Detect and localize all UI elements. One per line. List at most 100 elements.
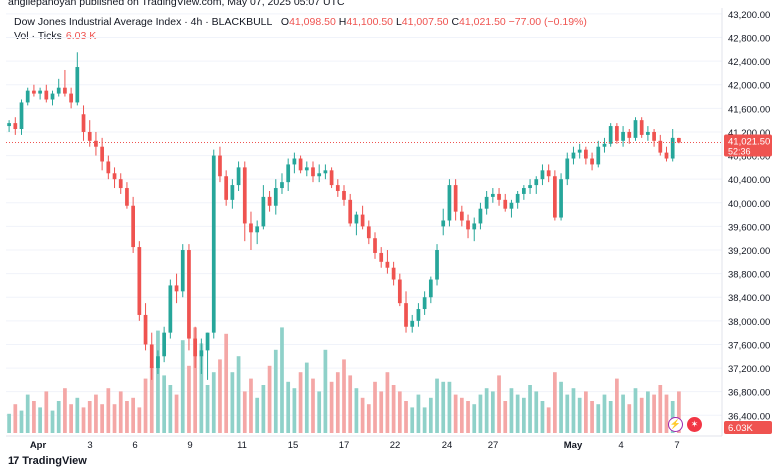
open-label: O [280, 16, 290, 28]
volume-bar [267, 365, 272, 433]
time-tick-label: 15 [288, 440, 299, 451]
lightning-icon[interactable]: ⚡ [668, 417, 683, 432]
candle-body [490, 193, 495, 197]
volume-bar [38, 407, 42, 433]
price-tick-label: 43,200.00 [728, 10, 770, 21]
volume-bar [7, 413, 11, 433]
tradingview-logo-icon: 17 [8, 455, 19, 467]
volume-bar [143, 378, 148, 433]
volume-bar [32, 401, 36, 433]
candle-body [199, 350, 204, 357]
volume-bar [484, 388, 489, 433]
volume-bar [286, 381, 291, 433]
current-price-label: 41,021.50 [728, 136, 770, 147]
time-tick-label: 6 [132, 440, 137, 451]
time-tick-label: 9 [187, 440, 192, 451]
candle-body [385, 261, 390, 268]
candle-body [230, 185, 235, 200]
candle-body [236, 167, 241, 186]
time-tick-label: 7 [674, 440, 679, 451]
volume-bar [639, 397, 644, 433]
chart-icons: ⚡ ✶ [668, 417, 702, 432]
volume-bar [317, 391, 322, 433]
close-label: C [451, 16, 460, 28]
volume-bar [373, 381, 377, 433]
candle-body [521, 188, 526, 194]
candle-body [615, 126, 619, 141]
volume-bar [224, 333, 229, 433]
candle-body [56, 87, 61, 94]
volume-bar [391, 385, 396, 433]
volume-bar [677, 391, 681, 433]
volume-bar [608, 401, 613, 433]
volume-badge [724, 421, 772, 434]
volume-bar [553, 372, 557, 433]
volume-bar [490, 391, 495, 433]
time-tick-label: 27 [488, 440, 499, 451]
candle-body [317, 173, 322, 177]
volume-bar [304, 362, 309, 433]
volume-bar [118, 391, 123, 433]
volume-bar [584, 391, 588, 433]
candle-body [329, 170, 334, 186]
volume-bar [255, 397, 260, 433]
price-tick-label: 36,400.00 [728, 411, 770, 422]
candle-body [32, 90, 36, 94]
price-tick-label: 40,800.00 [728, 152, 770, 163]
candle-body [218, 155, 222, 177]
symbol-legend: Dow Jones Industrial Average Index · 4h … [14, 16, 587, 28]
volume-bar [168, 385, 173, 433]
candle-body [106, 161, 111, 174]
volume-bar [590, 401, 594, 433]
volume-bar [354, 388, 359, 433]
volume-bar [441, 381, 446, 433]
candle-body [143, 314, 148, 345]
candle-body [639, 120, 644, 135]
candle-body [242, 167, 247, 224]
volume-bar [404, 401, 408, 433]
candle-body [472, 223, 477, 230]
candle-body [435, 250, 439, 280]
candle-body [509, 202, 514, 209]
volume-bar [459, 397, 464, 433]
candle-body [44, 90, 49, 100]
publisher-line: angilepanoyan published on TradingView.c… [8, 0, 345, 8]
candle-body [391, 267, 396, 280]
candle-body [342, 190, 346, 200]
volume-bar [602, 394, 607, 433]
volume-bar [323, 349, 328, 433]
us-flag-icon[interactable]: ✶ [687, 417, 702, 432]
volume-bar [87, 401, 92, 433]
tradingview-logo[interactable]: 17 TradingView [8, 455, 87, 467]
volume-bar [187, 365, 191, 433]
change-value: −77.00 (−0.19%) [508, 16, 587, 28]
volume-bar [211, 372, 216, 433]
candle-body [428, 279, 433, 298]
volume-bar [230, 372, 235, 433]
candle-body [590, 158, 594, 165]
volume-label[interactable]: Vol · Ticks [14, 30, 62, 42]
volume-badge-label: 6.03K [728, 423, 753, 434]
volume-bar [435, 378, 439, 433]
volume-bar [261, 385, 266, 433]
candle-body [38, 90, 42, 94]
volume-bar [249, 378, 253, 433]
candle-body [267, 196, 272, 206]
candle-body [13, 123, 18, 130]
volume-bar [125, 401, 129, 433]
candle-body [112, 173, 117, 180]
volume-bar [63, 388, 67, 433]
high-label: H [338, 16, 347, 28]
volume-bar [174, 394, 179, 433]
candle-body [459, 211, 464, 221]
candle-body [652, 131, 656, 141]
price-tick-label: 37,200.00 [728, 364, 770, 375]
candle-body [546, 170, 551, 177]
candle-body [633, 120, 638, 138]
candle-body [577, 149, 582, 153]
price-tick-label: 38,400.00 [728, 293, 770, 304]
symbol-title[interactable]: Dow Jones Industrial Average Index · 4h … [14, 16, 272, 28]
volume-bar [646, 391, 650, 433]
volume-bar [75, 397, 80, 433]
